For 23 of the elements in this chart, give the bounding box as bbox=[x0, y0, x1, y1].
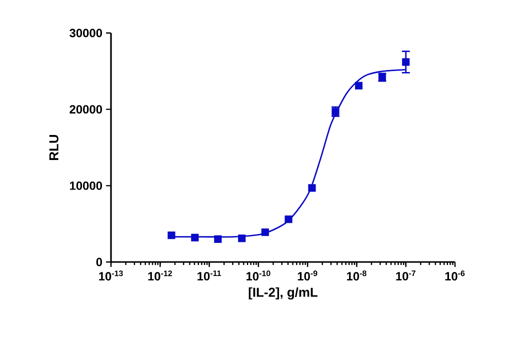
point bbox=[261, 228, 269, 236]
y-tick-label: 20000 bbox=[70, 105, 102, 114]
x-tick-label: 10$^{-6}$ bbox=[445, 270, 465, 281]
y-tick-label: 10000 bbox=[70, 181, 102, 190]
x-tick-label: 10$^{-8}$ bbox=[347, 270, 366, 281]
y-tick-label: 30000 bbox=[70, 28, 102, 38]
x-tick-label: 10$^{-11}$ bbox=[198, 270, 221, 280]
point bbox=[284, 215, 292, 224]
point bbox=[168, 231, 176, 240]
point bbox=[354, 82, 363, 90]
point bbox=[402, 58, 410, 66]
point bbox=[191, 234, 199, 242]
x-tick-label: 10$^{-9}$ bbox=[298, 270, 318, 281]
x-tick-label: 10$^{-7}$ bbox=[396, 270, 416, 280]
point bbox=[308, 184, 316, 192]
point bbox=[214, 235, 222, 243]
x-tick-label: 10$^{-13}$ bbox=[99, 270, 123, 281]
y-axis-title: RLU bbox=[49, 134, 58, 160]
x-tick-label: 10$^{-10}$ bbox=[246, 270, 270, 281]
x-axis-title: [IL-2], g/mL bbox=[248, 287, 318, 300]
y-tick-label: 0 bbox=[96, 258, 102, 266]
x-tick-label: 10$^{-12}$ bbox=[148, 270, 172, 281]
point bbox=[238, 234, 246, 242]
